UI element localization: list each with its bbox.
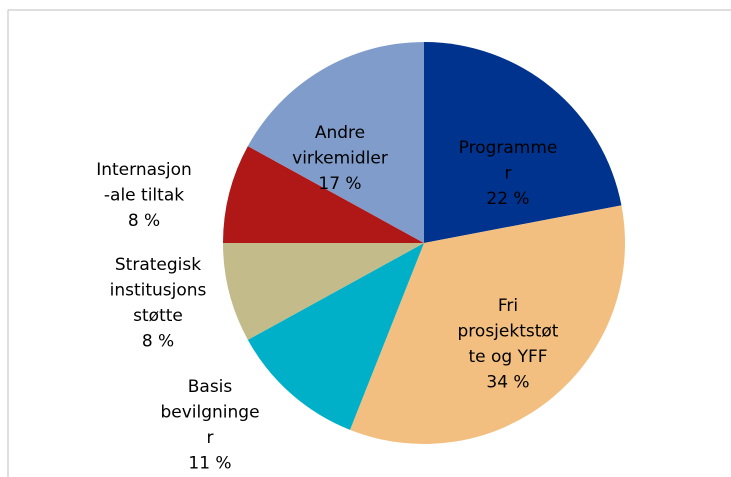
slice-label: prosjektstøt [458, 322, 559, 342]
pie-slice [247, 243, 424, 430]
slice-label: virkemidler [292, 149, 388, 169]
value-label: 8 % [142, 332, 174, 352]
value-label: 34 % [486, 373, 529, 393]
slice-label: bevilgninge [160, 403, 259, 423]
slice-label: støtte [133, 306, 183, 326]
slice-label: Andre [315, 123, 365, 143]
slice-label: Internasjon [96, 160, 192, 180]
slice-label: Fri [498, 296, 518, 316]
slice-label: Strategisk [115, 255, 201, 275]
pie-slice [424, 42, 622, 243]
slice-label: -ale tiltak [104, 186, 184, 206]
slice-label: Programme [459, 138, 558, 158]
value-label: 17 % [318, 174, 361, 194]
pie-slice [350, 205, 626, 444]
pie-slice [223, 243, 424, 340]
value-label: 8 % [128, 211, 160, 231]
value-label: 11 % [188, 454, 231, 474]
slice-label: r [207, 428, 214, 448]
slice-label: Basis [188, 377, 233, 397]
pie-slice [223, 146, 424, 243]
pie-slice [247, 42, 424, 243]
slice-label: r [505, 164, 512, 184]
value-label: 22 % [486, 189, 529, 209]
slice-label: te og YFF [468, 347, 547, 367]
slice-label: institusjons [110, 281, 207, 301]
